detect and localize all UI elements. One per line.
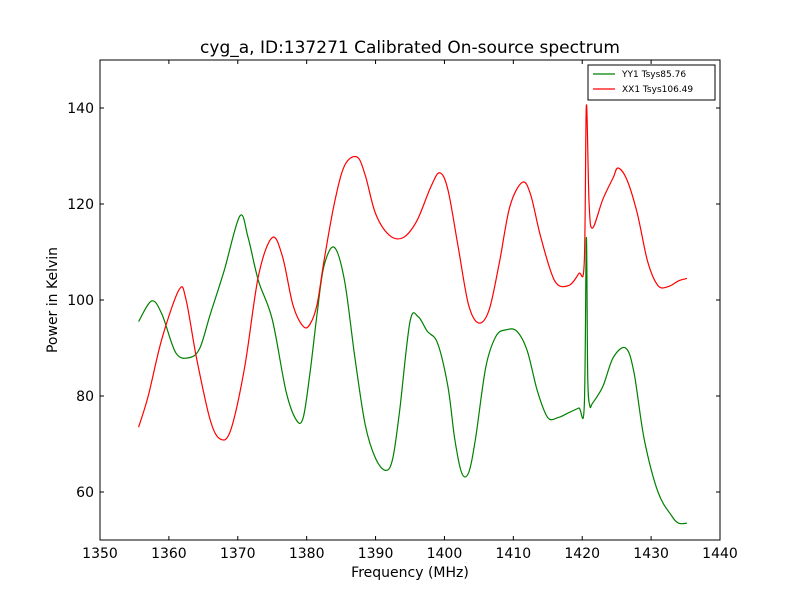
x-tick-label: 1420 (564, 546, 600, 562)
x-tick-label: 1360 (151, 546, 187, 562)
y-tick-label: 120 (67, 197, 94, 213)
series-line-xx1 (138, 104, 688, 441)
x-tick-label: 1400 (427, 546, 463, 562)
x-tick-label: 1390 (358, 546, 394, 562)
x-tick-label: 1350 (82, 546, 118, 562)
legend-box (587, 64, 716, 101)
legend-label-xx1: XX1 Tsys106.49 (622, 85, 693, 95)
chart-title: cyg_a, ID:137271 Calibrated On-source sp… (200, 38, 620, 58)
x-tick-label: 1440 (702, 546, 738, 562)
legend-label-yy1: YY1 Tsys85.76 (621, 70, 686, 80)
x-tick-label: 1380 (289, 546, 325, 562)
y-tick-label: 60 (76, 485, 94, 501)
series-line-yy1 (138, 214, 687, 525)
x-axis-label: Frequency (MHz) (351, 565, 469, 581)
y-tick-label: 100 (67, 293, 94, 309)
plot-frame (99, 59, 721, 541)
y-axis-label: Power in Kelvin (45, 247, 61, 353)
y-tick-label: 80 (76, 389, 94, 405)
x-tick-label: 1370 (220, 546, 256, 562)
x-tick-label: 1430 (633, 546, 669, 562)
y-tick-label: 140 (67, 101, 94, 117)
series-layer (138, 104, 688, 525)
plot-area (100, 60, 720, 540)
legend: YY1 Tsys85.76 XX1 Tsys106.49 (587, 64, 716, 101)
x-tick-label: 1410 (496, 546, 532, 562)
ticks-layer: 1350 1360 1370 1380 1390 1400 1410 1420 1430 1440… (67, 60, 738, 562)
